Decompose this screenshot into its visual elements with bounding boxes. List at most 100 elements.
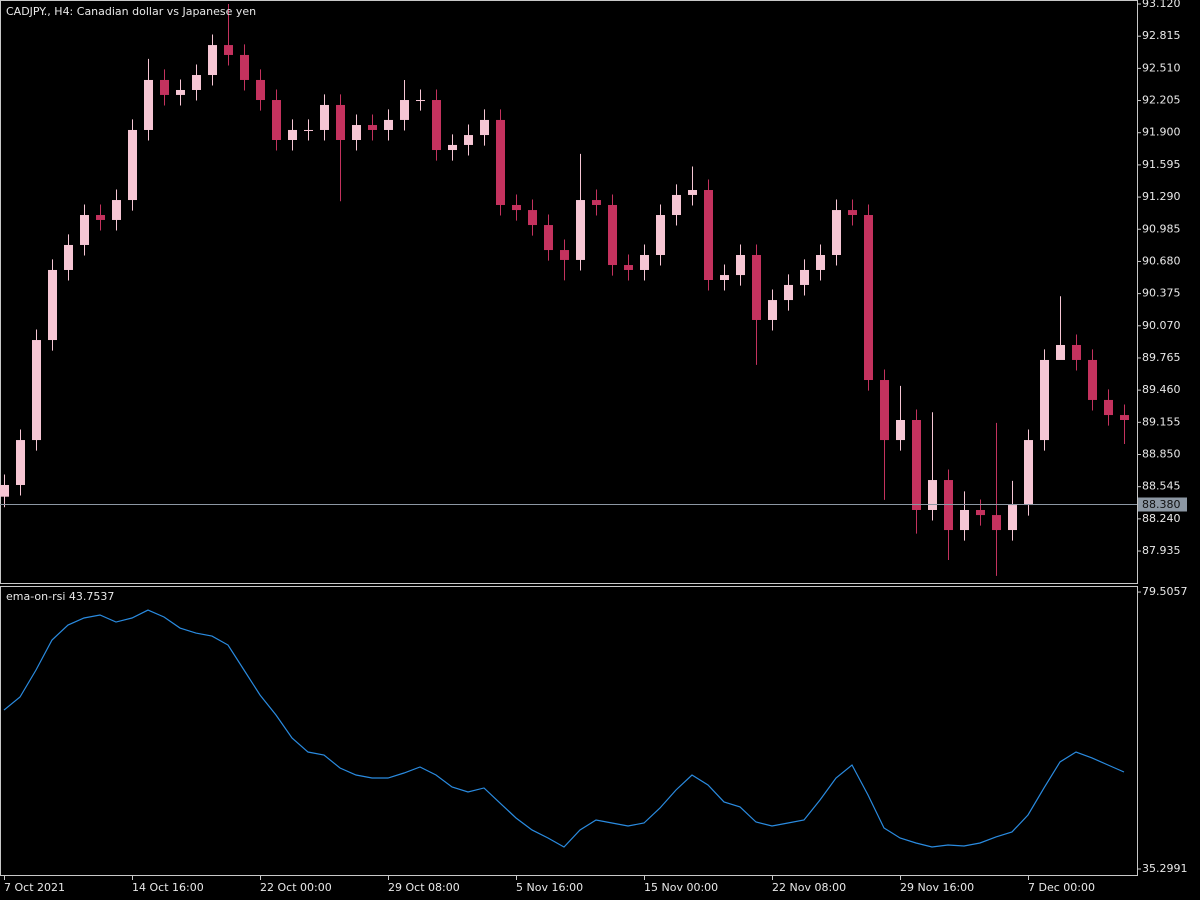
- candle-body: [944, 480, 953, 531]
- x-tick-label: 7 Oct 2021: [4, 881, 65, 894]
- candle-body: [144, 79, 153, 130]
- main-panel-frame: [0, 0, 1138, 584]
- candle-body: [688, 190, 697, 195]
- candle-body: [992, 515, 1001, 531]
- candle-body: [480, 119, 489, 136]
- chart-title: CADJPY., H4: Canadian dollar vs Japanese…: [6, 5, 256, 18]
- candle-body: [224, 45, 233, 55]
- candle-body: [768, 300, 777, 320]
- y-tick-label: 79.5057: [1142, 585, 1188, 598]
- candle-body: [816, 254, 825, 270]
- candle-body: [560, 250, 569, 260]
- candle-body: [368, 125, 377, 130]
- candle-body: [128, 129, 137, 201]
- candle-body: [976, 509, 985, 516]
- candle-body: [512, 204, 521, 211]
- y-tick-label: 92.205: [1142, 94, 1181, 107]
- y-tick-label: 89.155: [1142, 415, 1181, 428]
- candle-body: [1008, 505, 1017, 531]
- candle-body: [704, 190, 713, 281]
- candle-body: [752, 254, 761, 320]
- y-tick-label: 91.900: [1142, 126, 1181, 139]
- x-tick-label: 29 Oct 08:00: [388, 881, 460, 894]
- candle-body: [896, 420, 905, 441]
- candle-body: [880, 380, 889, 441]
- x-tick-label: 29 Nov 16:00: [900, 881, 974, 894]
- y-tick-label: 91.595: [1142, 158, 1181, 171]
- x-tick-label: 14 Oct 16:00: [132, 881, 204, 894]
- candle-body: [192, 75, 201, 90]
- indicator-panel-frame: [0, 586, 1138, 876]
- current-price-label: 88.380: [1142, 498, 1181, 511]
- candle-body: [960, 509, 969, 531]
- y-tick-label: 92.815: [1142, 29, 1181, 42]
- candle-body: [336, 104, 345, 141]
- candle-body: [304, 129, 313, 131]
- candle-body: [864, 215, 873, 381]
- candle-body: [1040, 359, 1049, 441]
- candle-body: [832, 210, 841, 255]
- y-tick-label: 91.290: [1142, 190, 1181, 203]
- candle-body: [464, 135, 473, 145]
- candle-body: [496, 119, 505, 205]
- indicator-line: [3, 609, 1125, 848]
- candle-body: [384, 119, 393, 130]
- candle-body: [736, 254, 745, 276]
- y-tick-label: 90.070: [1142, 319, 1181, 332]
- candle-body: [544, 225, 553, 251]
- candle-body: [1072, 344, 1081, 360]
- x-tick-label: 22 Oct 00:00: [260, 881, 332, 894]
- current-price-box: [1138, 497, 1187, 512]
- candle-body: [320, 104, 329, 130]
- candle-body: [432, 100, 441, 151]
- candle-body: [208, 45, 217, 76]
- candle-body: [80, 215, 89, 245]
- candle-body: [176, 89, 185, 95]
- candle-body: [1024, 440, 1033, 506]
- y-tick-label: 89.765: [1142, 351, 1181, 364]
- y-tick-label: 92.510: [1142, 61, 1181, 74]
- candle-body: [160, 79, 169, 95]
- candle-body: [1104, 399, 1113, 416]
- candle-body: [848, 210, 857, 216]
- candle-body: [912, 420, 921, 510]
- y-tick-label: 90.680: [1142, 254, 1181, 267]
- y-tick-label: 88.850: [1142, 447, 1181, 460]
- y-tick-label: 93.120: [1142, 0, 1181, 10]
- candle-body: [608, 204, 617, 266]
- candle-body: [288, 129, 297, 141]
- x-tick-label: 22 Nov 08:00: [772, 881, 846, 894]
- y-tick-label: 90.375: [1142, 287, 1181, 300]
- candle-body: [112, 200, 121, 220]
- candle-body: [16, 440, 25, 485]
- y-tick-label: 88.240: [1142, 512, 1181, 525]
- candle-body: [400, 100, 409, 120]
- candle-body: [800, 269, 809, 285]
- y-tick-label: 89.460: [1142, 383, 1181, 396]
- x-tick-label: 7 Dec 00:00: [1028, 881, 1095, 894]
- candle-body: [640, 254, 649, 270]
- candle-body: [1056, 344, 1065, 360]
- candle-body: [240, 54, 249, 80]
- candle-body: [64, 244, 73, 270]
- x-tick-label: 15 Nov 00:00: [644, 881, 718, 894]
- candle-body: [0, 484, 9, 497]
- candle-body: [96, 215, 105, 220]
- candle-body: [1120, 415, 1129, 421]
- candle-body: [528, 210, 537, 226]
- candle-body: [256, 79, 265, 101]
- y-tick-label: 88.545: [1142, 480, 1181, 493]
- x-tick-label: 5 Nov 16:00: [516, 881, 583, 894]
- candle-body: [272, 100, 281, 141]
- candle-body: [656, 215, 665, 255]
- indicator-title: ema-on-rsi 43.7537: [6, 590, 114, 603]
- candle-body: [416, 100, 425, 102]
- candle-body: [32, 340, 41, 441]
- candle-body: [1088, 359, 1097, 400]
- y-tick-label: 90.985: [1142, 222, 1181, 235]
- candle-body: [672, 194, 681, 216]
